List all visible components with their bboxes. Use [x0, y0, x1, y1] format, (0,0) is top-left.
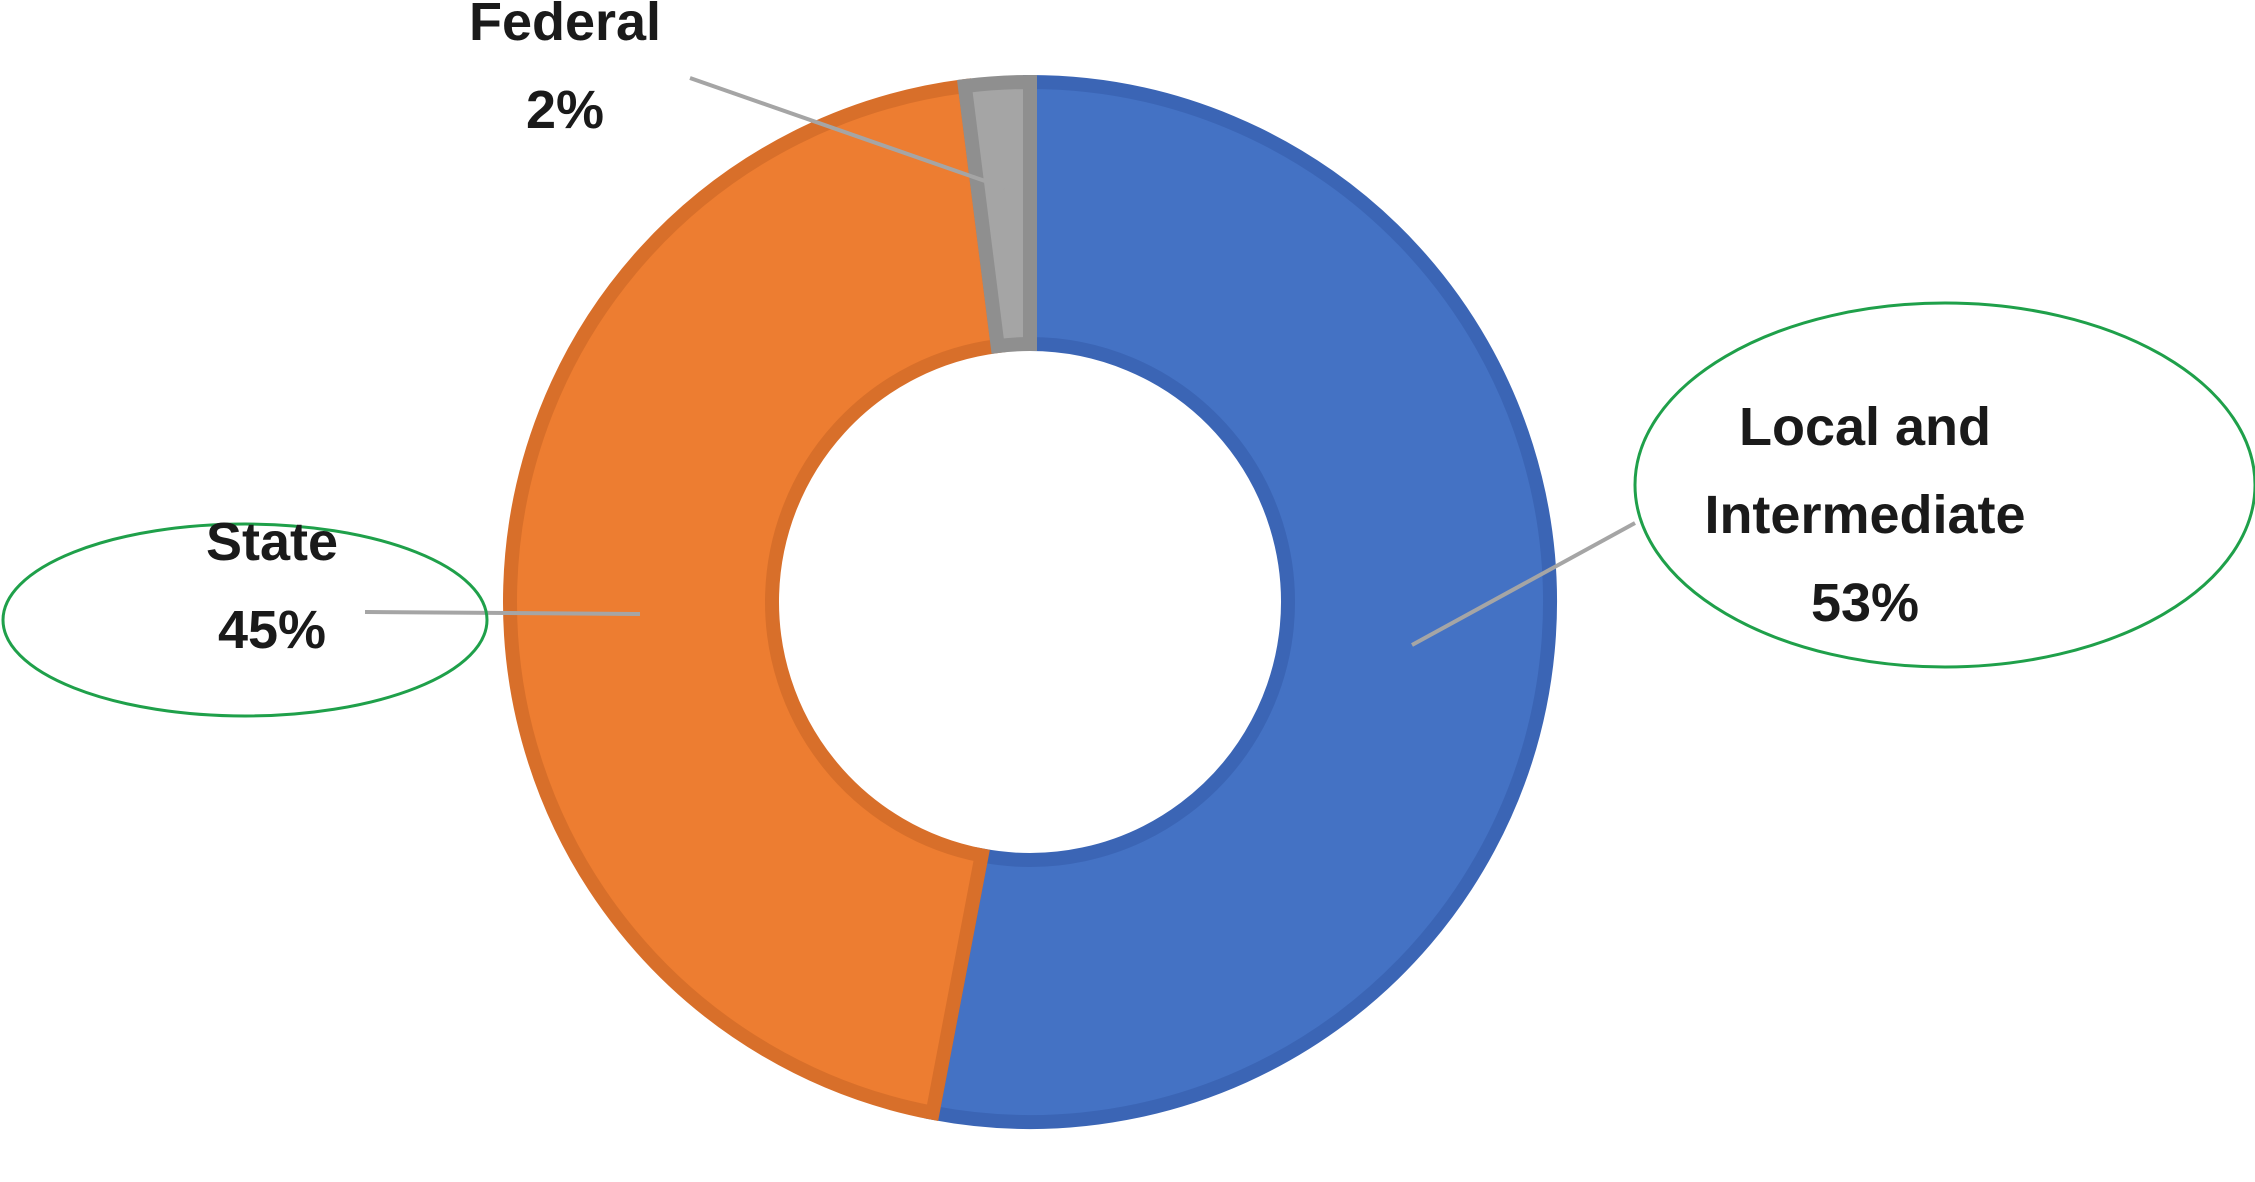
data-label-local-and-intermediate: Local and Intermediate 53% — [1704, 397, 2025, 633]
data-label-state: State 45% — [206, 512, 338, 660]
highlight-ellipses-layer — [1, 301, 2255, 718]
leader-line-federal — [689, 76, 1006, 190]
leader-line-local-and-intermediate — [1411, 521, 1636, 647]
data-label-category: Federal — [469, 0, 661, 52]
slice-local-and-intermediate — [924, 74, 1557, 1129]
slice-federal — [957, 74, 1037, 354]
leader-line-state — [364, 610, 641, 616]
data-label-value: 45% — [218, 600, 326, 660]
highlight-ellipse-state — [1, 522, 489, 718]
data-label-federal: Federal 2% — [469, 0, 661, 140]
data-labels-layer: Local and Intermediate 53% State 45% Federal 2… — [206, 0, 2026, 660]
data-label-value: 2% — [526, 80, 604, 140]
highlight-ellipse-local-and-intermediate — [1633, 301, 2255, 669]
data-label-category: State — [206, 512, 338, 572]
data-label-category: Intermediate — [1704, 485, 2025, 545]
leader-lines-layer — [364, 76, 1636, 647]
slices-layer — [503, 74, 1557, 1129]
slice-state — [503, 78, 1006, 1121]
data-label-value: 53% — [1811, 573, 1919, 633]
data-label-category: Local and — [1739, 397, 1991, 457]
